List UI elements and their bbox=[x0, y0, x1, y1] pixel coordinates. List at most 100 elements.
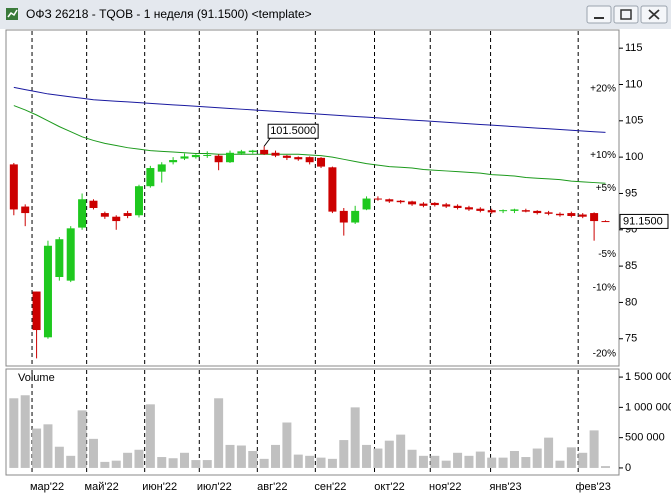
volume-bar bbox=[225, 444, 235, 468]
candle-body bbox=[89, 200, 98, 208]
candle-body bbox=[544, 212, 553, 214]
candle-body bbox=[510, 209, 519, 211]
percent-level-label: +10% bbox=[590, 150, 616, 161]
title-bar bbox=[0, 0, 671, 29]
moving-average-line bbox=[13, 105, 606, 184]
volume-bar bbox=[202, 460, 212, 468]
candle-body bbox=[419, 203, 428, 206]
volume-bar bbox=[418, 455, 428, 468]
volume-bar bbox=[88, 438, 98, 468]
candle-body bbox=[339, 210, 348, 223]
annotation-label: 101.5000 bbox=[270, 125, 316, 137]
candle-body bbox=[100, 213, 109, 217]
volume-bar bbox=[259, 458, 269, 468]
y-tick-label: 1 500 000 bbox=[625, 371, 671, 383]
annotation-box bbox=[267, 123, 319, 139]
volume-bar bbox=[327, 458, 337, 468]
candle-body bbox=[385, 199, 394, 202]
candle-body bbox=[442, 204, 451, 207]
volume-bar bbox=[566, 447, 576, 468]
volume-bar bbox=[66, 455, 76, 468]
y-tick-label: 0 bbox=[625, 462, 631, 474]
volume-bar bbox=[179, 452, 189, 468]
percent-level-label: +5% bbox=[596, 183, 616, 194]
candle-body bbox=[157, 164, 166, 172]
candle-body bbox=[260, 149, 269, 155]
candle-body bbox=[555, 213, 564, 216]
volume-bar bbox=[396, 434, 406, 468]
volume-bar bbox=[407, 449, 417, 468]
candle-body bbox=[567, 213, 576, 216]
candle-body bbox=[408, 201, 417, 205]
volume-bar bbox=[578, 452, 588, 468]
candle-body bbox=[317, 157, 326, 167]
volume-bar bbox=[316, 457, 326, 468]
y-tick-label: 80 bbox=[625, 296, 637, 308]
candle-body bbox=[396, 200, 405, 203]
x-tick-label: май'22 bbox=[85, 481, 119, 493]
candle-body bbox=[21, 206, 30, 214]
y-tick-label: 75 bbox=[625, 333, 637, 345]
candle-body bbox=[487, 210, 496, 213]
candle-body bbox=[55, 239, 64, 278]
x-tick-label: янв'23 bbox=[489, 481, 521, 493]
percent-level-label: -20% bbox=[593, 349, 616, 360]
minimize-button[interactable] bbox=[586, 5, 612, 24]
candle-body bbox=[521, 210, 530, 212]
volume-bar bbox=[544, 437, 554, 468]
x-tick-label: сен'22 bbox=[314, 481, 346, 493]
volume-bar bbox=[191, 460, 201, 468]
volume-bar bbox=[600, 466, 610, 468]
candle-body bbox=[203, 154, 212, 156]
volume-bar bbox=[589, 430, 599, 468]
candle-body bbox=[112, 216, 121, 222]
volume-bar bbox=[214, 398, 224, 468]
y-tick-label: 115 bbox=[625, 42, 643, 54]
volume-bar bbox=[134, 449, 144, 468]
candle-body bbox=[237, 151, 246, 154]
candle-body bbox=[282, 155, 291, 158]
candle-body bbox=[214, 155, 223, 163]
candle-body bbox=[430, 202, 439, 206]
volume-bar bbox=[9, 398, 19, 468]
y-tick-label: 110 bbox=[625, 78, 643, 90]
window-title: ОФЗ 26218 - TQOB - 1 неделя (91.1500) <t… bbox=[26, 7, 312, 21]
moving-average-line bbox=[13, 86, 606, 133]
volume-bar bbox=[555, 460, 565, 468]
y-tick-label: 500 000 bbox=[625, 432, 665, 444]
volume-bar bbox=[20, 395, 30, 468]
volume-bar bbox=[373, 448, 383, 468]
candle-body bbox=[32, 291, 41, 331]
volume-bar bbox=[453, 452, 463, 468]
y-tick-label: 95 bbox=[625, 187, 637, 199]
y-tick-label: 85 bbox=[625, 260, 637, 272]
volume-bar bbox=[157, 457, 167, 468]
volume-bar bbox=[123, 452, 133, 468]
volume-bar bbox=[43, 424, 53, 468]
candle-body bbox=[294, 157, 303, 160]
candle-body bbox=[533, 210, 542, 214]
volume-bar bbox=[532, 448, 542, 468]
x-tick-label: мар'22 bbox=[30, 481, 64, 493]
candle-body bbox=[362, 198, 371, 210]
maximize-button[interactable] bbox=[613, 5, 639, 24]
window-buttons[interactable] bbox=[586, 5, 668, 24]
volume-bar bbox=[77, 410, 87, 468]
last-price-label: 91.1500 bbox=[623, 215, 663, 227]
percent-level-label: -10% bbox=[593, 282, 616, 293]
close-glyph bbox=[648, 9, 660, 20]
volume-bar bbox=[305, 455, 315, 468]
volume-bar bbox=[248, 450, 258, 468]
candle-body bbox=[134, 186, 143, 216]
x-tick-label: окт'22 bbox=[374, 481, 404, 493]
candle-body bbox=[123, 213, 132, 216]
y-tick-label: 105 bbox=[625, 115, 643, 127]
percent-level-label: -5% bbox=[598, 249, 616, 260]
candle-body bbox=[351, 210, 360, 223]
x-tick-label: июл'22 bbox=[197, 481, 232, 493]
volume-bar bbox=[293, 454, 303, 468]
volume-bar bbox=[339, 440, 349, 468]
candle-body bbox=[146, 168, 155, 187]
x-tick-label: июн'22 bbox=[142, 481, 177, 493]
